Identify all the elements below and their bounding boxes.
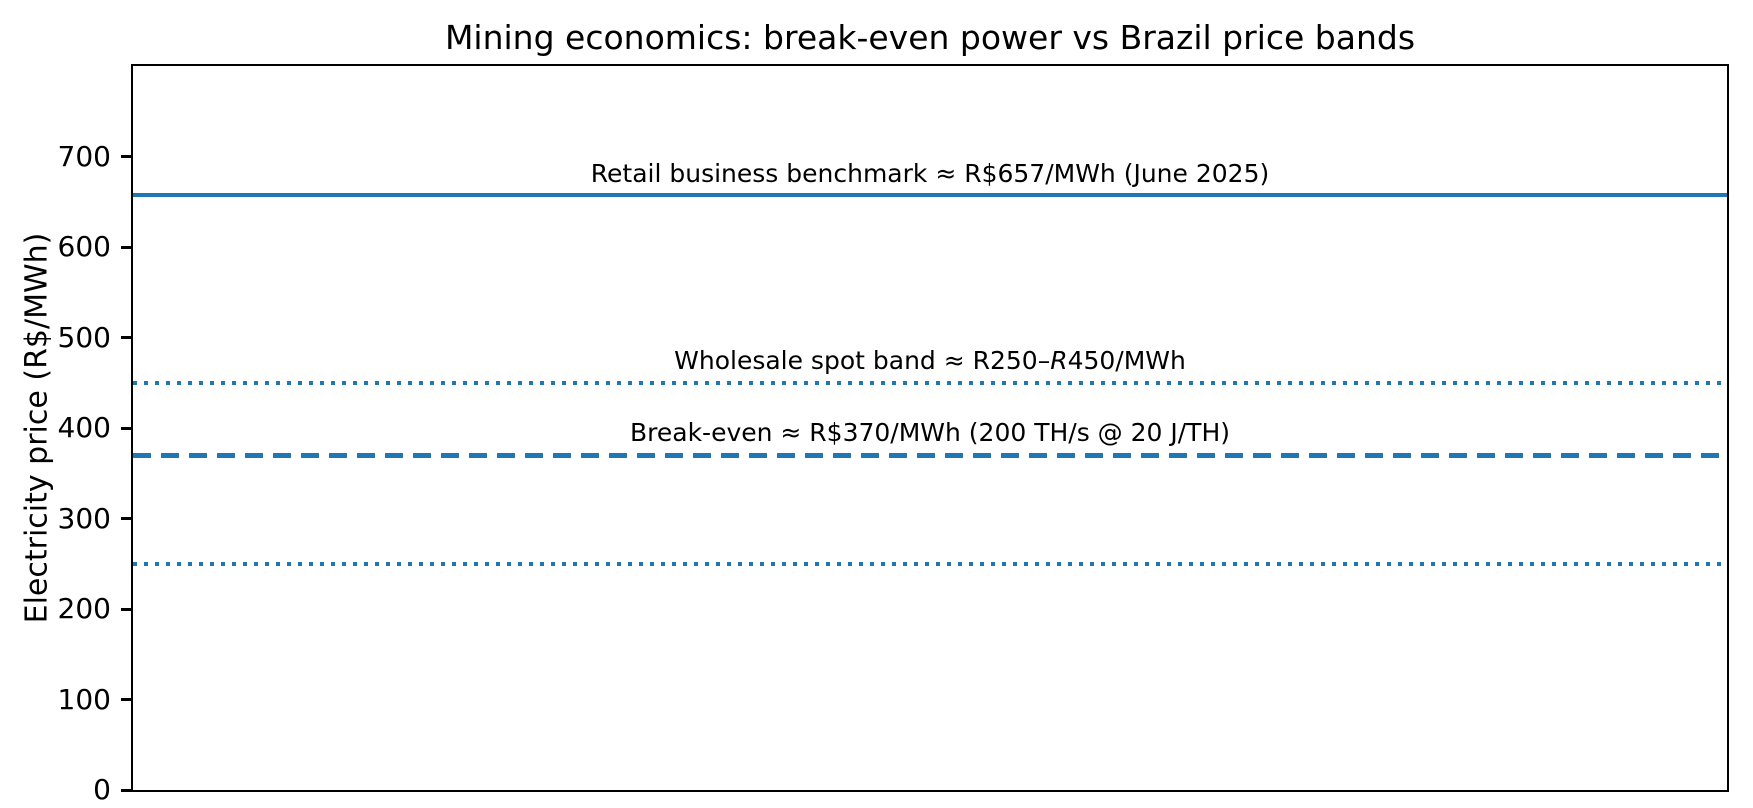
hline-label-retail-benchmark: Retail business benchmark ≈ R$657/MWh (J… bbox=[591, 160, 1269, 188]
y-tick-label: 200 bbox=[57, 592, 111, 625]
y-tick-label: 300 bbox=[57, 501, 111, 535]
y-tick-label: 700 bbox=[57, 139, 111, 173]
hline-label-part: R bbox=[1050, 346, 1068, 376]
chart-title: Mining economics: break-even power vs Br… bbox=[444, 18, 1416, 57]
hline-label-part: 450/MWh bbox=[1067, 346, 1186, 376]
y-tick-mark bbox=[121, 155, 131, 158]
y-axis-label: Electricity price (R$/MWh) bbox=[19, 232, 55, 624]
y-tick-mark bbox=[121, 336, 131, 339]
hline-wholesale-band-lower bbox=[133, 561, 1727, 566]
hline-label-wholesale-band-upper: Wholesale spot band ≈ R250–R450/MWh bbox=[674, 347, 1186, 375]
y-tick-label: 400 bbox=[57, 411, 111, 444]
hline-label-part: Break-even ≈ R$370/MWh (200 TH/s @ 20 J/… bbox=[629, 418, 1231, 448]
y-tick-label: 600 bbox=[57, 230, 111, 263]
hline-label-break-even: Break-even ≈ R$370/MWh (200 TH/s @ 20 J/… bbox=[630, 419, 1230, 447]
hline-wholesale-band-upper bbox=[133, 380, 1727, 385]
y-tick-label: 500 bbox=[57, 320, 111, 354]
y-tick-label: 100 bbox=[57, 682, 111, 716]
hline-label-part: Wholesale spot band ≈ R250– bbox=[674, 346, 1051, 376]
hline-retail-benchmark bbox=[133, 193, 1727, 198]
y-tick-mark bbox=[121, 245, 131, 249]
y-tick-mark bbox=[121, 607, 131, 611]
y-tick-mark bbox=[121, 788, 131, 792]
hline-break-even bbox=[133, 452, 1727, 458]
y-tick-mark bbox=[121, 426, 131, 430]
y-tick-mark bbox=[121, 698, 131, 701]
plot-area: 0 100 200 300 400 500 600 700 Retail business be… bbox=[58, 64, 1729, 804]
y-tick-mark bbox=[121, 517, 131, 520]
hline-label-part: Retail business benchmark ≈ R$657/MWh (J… bbox=[590, 158, 1270, 188]
y-tick-label: 0 bbox=[93, 773, 111, 806]
